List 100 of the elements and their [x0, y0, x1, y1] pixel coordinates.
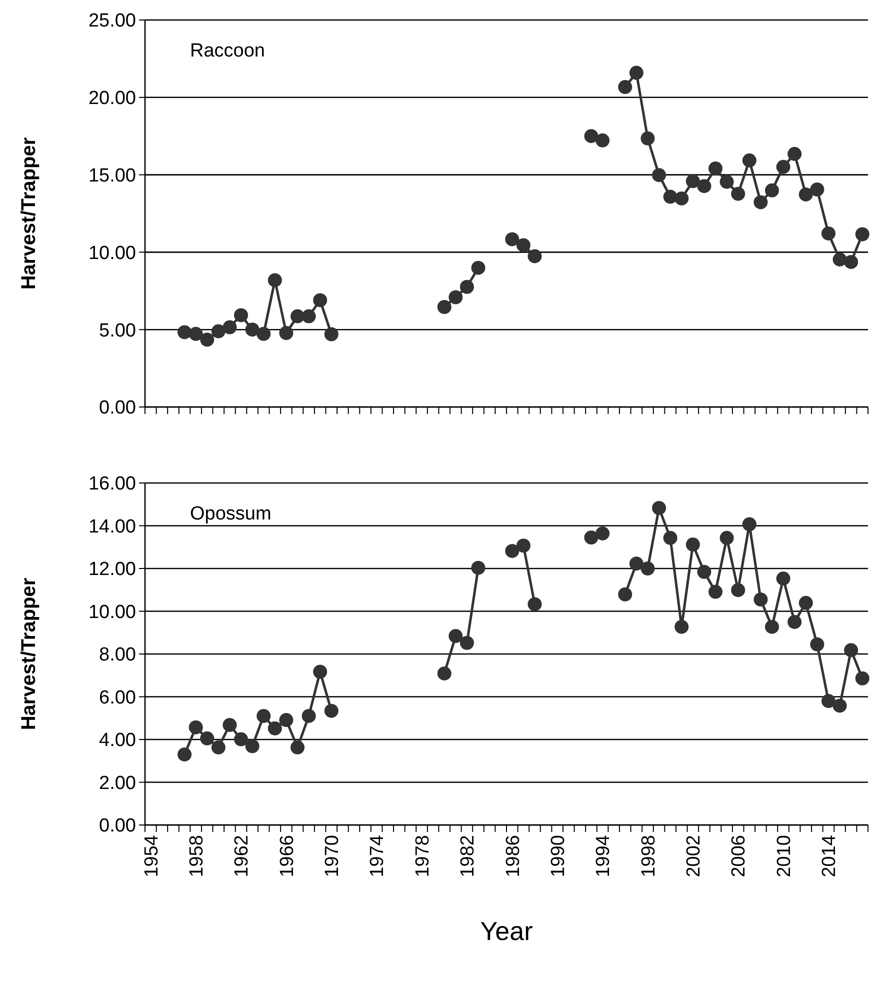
x-tick-label: 2014	[819, 834, 840, 878]
x-tick-label: 1986	[502, 835, 524, 878]
point	[211, 324, 226, 338]
point	[505, 544, 520, 558]
y-axis-title: Harvest/Trapper	[18, 137, 40, 290]
point	[268, 721, 282, 736]
y-tick-label: 14.00	[88, 516, 136, 538]
point	[618, 587, 632, 602]
point	[313, 664, 328, 679]
x-tick-label: 2006	[728, 835, 750, 878]
x-tick-label: 1982	[458, 835, 479, 878]
point	[798, 596, 813, 610]
point	[855, 227, 870, 242]
point	[279, 713, 294, 728]
point	[313, 293, 328, 308]
x-tick-label: 1954	[141, 834, 162, 878]
y-tick-label: 20.00	[88, 88, 136, 110]
point	[596, 133, 610, 148]
x-axis-title: Year	[480, 916, 534, 946]
point	[324, 327, 338, 342]
point	[234, 732, 248, 746]
point	[222, 320, 237, 334]
point	[821, 694, 836, 708]
point	[460, 636, 474, 650]
y-tick-label: 8.00	[99, 644, 136, 666]
x-tick-label: 2002	[684, 835, 705, 878]
y-tick-label: 0.00	[99, 398, 136, 419]
point	[268, 273, 282, 288]
point	[290, 309, 305, 324]
point	[596, 526, 610, 540]
point	[832, 698, 847, 713]
point	[290, 740, 305, 754]
point	[584, 129, 598, 144]
y-tick-label: 5.00	[99, 320, 136, 342]
x-tick-label: 1966	[276, 835, 298, 878]
point	[584, 530, 598, 545]
point	[652, 168, 666, 182]
y-tick-label: 15.00	[88, 165, 136, 186]
point	[460, 280, 474, 294]
point	[754, 592, 768, 606]
y-tick-label: 25.00	[88, 10, 136, 32]
y-tick-label: 16.00	[88, 474, 136, 495]
point	[302, 708, 316, 723]
point	[200, 332, 214, 347]
point	[516, 538, 530, 553]
point	[200, 731, 214, 746]
point	[188, 326, 203, 341]
point	[302, 309, 316, 324]
point	[256, 708, 271, 723]
point	[471, 560, 486, 575]
point	[448, 290, 463, 304]
point	[810, 637, 824, 652]
x-tick-label: 2010	[774, 835, 795, 878]
point	[764, 183, 779, 198]
point	[708, 584, 722, 599]
x-tick-label: 1974	[367, 834, 388, 878]
x-tick-label: 1998	[638, 835, 660, 878]
point	[798, 187, 813, 202]
point	[528, 249, 542, 264]
point	[528, 597, 542, 612]
text: Opossum	[190, 504, 272, 525]
x-tick-label: 1990	[548, 835, 569, 878]
point	[279, 326, 294, 340]
y-tick-label: 6.00	[99, 687, 136, 708]
y-tick-label: 4.00	[99, 730, 136, 752]
point	[764, 620, 779, 634]
point	[652, 501, 666, 516]
y-tick-label: 10.00	[88, 602, 136, 623]
point	[188, 720, 203, 734]
y-tick-label: 12.00	[88, 559, 136, 580]
point	[178, 325, 192, 340]
point	[640, 562, 655, 576]
point	[324, 704, 338, 718]
text: Raccoon	[190, 40, 265, 62]
point	[245, 322, 260, 337]
point	[256, 326, 271, 341]
point	[788, 146, 802, 161]
point	[742, 153, 756, 168]
point	[720, 174, 734, 189]
point	[437, 666, 452, 680]
point	[697, 179, 712, 194]
point	[629, 556, 644, 571]
point	[776, 572, 790, 586]
x-tick-label: 1970	[322, 835, 344, 878]
point	[731, 186, 746, 201]
point	[178, 747, 192, 762]
point	[686, 538, 700, 552]
point	[832, 252, 847, 266]
point	[674, 620, 689, 634]
point	[640, 131, 655, 146]
point	[855, 671, 870, 686]
point	[844, 254, 858, 269]
point	[618, 80, 632, 94]
point	[788, 614, 802, 629]
point	[686, 174, 700, 188]
point	[674, 191, 689, 206]
y-tick-label: 2.00	[99, 772, 136, 794]
point	[437, 300, 452, 314]
point	[720, 530, 734, 545]
point	[810, 182, 824, 197]
